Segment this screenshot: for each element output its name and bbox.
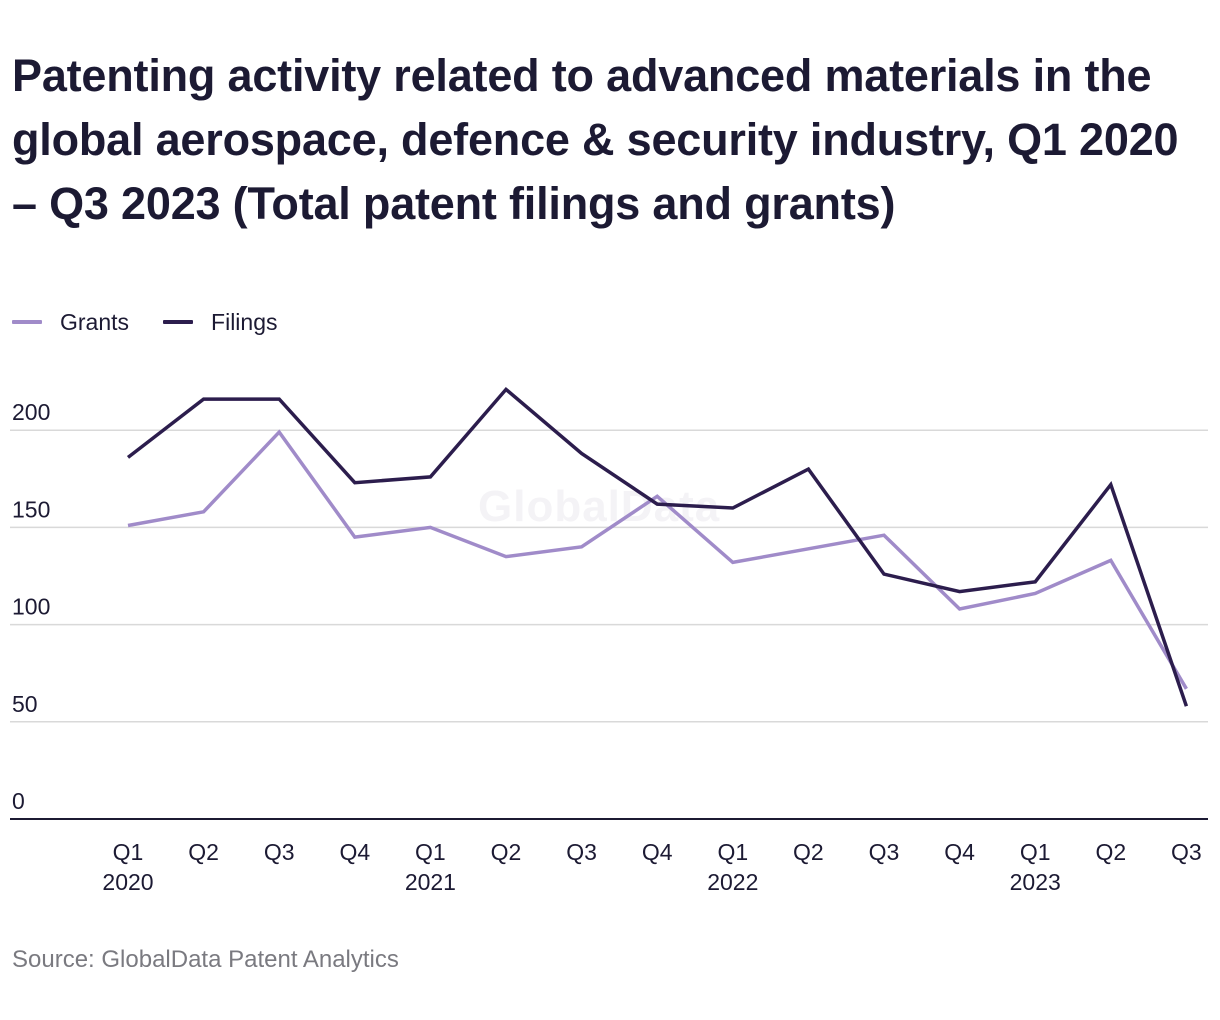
- chart-title: Patenting activity related to advanced m…: [12, 50, 1179, 229]
- legend-label-filings: Filings: [211, 308, 278, 335]
- y-tick-label-0: 0: [12, 788, 25, 814]
- data-point-filings-8[interactable]: [727, 502, 739, 514]
- data-point-filings-7[interactable]: [651, 498, 663, 510]
- data-point-grants-3[interactable]: [349, 531, 361, 543]
- data-point-grants-12[interactable]: [1029, 587, 1041, 599]
- y-tick-label-50: 50: [12, 691, 38, 717]
- x-year-label-2022: 2022: [707, 869, 758, 895]
- x-year-label-2020: 2020: [102, 869, 153, 895]
- series-line-filings[interactable]: [126, 386, 1189, 707]
- data-point-filings-12[interactable]: [1029, 576, 1041, 588]
- data-point-filings-4[interactable]: [424, 471, 436, 483]
- data-point-grants-11[interactable]: [954, 603, 966, 615]
- data-point-filings-3[interactable]: [349, 477, 361, 489]
- data-point-grants-6[interactable]: [576, 541, 588, 553]
- data-point-grants-8[interactable]: [727, 556, 739, 568]
- legend-label-grants: Grants: [60, 308, 130, 335]
- data-point-filings-10[interactable]: [878, 568, 890, 580]
- legend-item-filings[interactable]: Filings: [163, 308, 278, 336]
- data-point-filings-0[interactable]: [122, 451, 134, 463]
- x-tick-label-9: Q2: [793, 839, 824, 865]
- data-point-grants-10[interactable]: [878, 529, 890, 541]
- data-point-filings-5[interactable]: [500, 383, 512, 395]
- x-year-label-2023: 2023: [1010, 869, 1061, 895]
- data-point-filings-1[interactable]: [198, 393, 210, 405]
- x-tick-label-2: Q3: [264, 839, 295, 865]
- series-line-grants[interactable]: [127, 429, 1188, 690]
- x-tick-label-6: Q3: [566, 839, 597, 865]
- legend-swatch-filings: [163, 320, 194, 324]
- data-point-filings-14[interactable]: [1180, 700, 1192, 712]
- y-tick-label-150: 150: [12, 496, 50, 522]
- x-tick-label-7: Q4: [642, 839, 673, 865]
- data-point-filings-9[interactable]: [802, 463, 814, 475]
- x-tick-label-0: Q1: [113, 839, 144, 865]
- x-tick-label-10: Q3: [869, 839, 900, 865]
- data-point-grants-2[interactable]: [273, 426, 285, 438]
- x-axis-tick-labels: Q1 2020 Q2 Q3 Q4 Q1 2021 Q2 Q3 Q4 Q1 2022 Q2 Q3 Q4 Q1 20…: [102, 839, 1201, 895]
- series-lines: [122, 383, 1192, 712]
- data-point-grants-1[interactable]: [198, 506, 210, 518]
- data-point-grants-13[interactable]: [1105, 554, 1117, 566]
- legend: Grants Filings: [12, 306, 278, 338]
- data-point-filings-11[interactable]: [954, 586, 966, 598]
- source-note: Source: GlobalData Patent Analytics: [12, 946, 399, 973]
- legend-swatch-grants: [12, 320, 42, 324]
- data-point-grants-9[interactable]: [802, 543, 814, 555]
- x-tick-label-1: Q2: [188, 839, 219, 865]
- data-point-filings-6[interactable]: [576, 448, 588, 460]
- x-tick-label-14: Q3: [1171, 839, 1202, 865]
- x-tick-label-3: Q4: [339, 839, 370, 865]
- data-point-grants-5[interactable]: [500, 551, 512, 563]
- x-tick-label-13: Q2: [1095, 839, 1126, 865]
- x-tick-label-12: Q1: [1020, 839, 1051, 865]
- x-tick-label-4: Q1: [415, 839, 446, 865]
- x-tick-label-11: Q4: [944, 839, 975, 865]
- data-point-filings-13[interactable]: [1105, 479, 1117, 491]
- x-tick-label-5: Q2: [491, 839, 522, 865]
- legend-item-grants[interactable]: Grants: [12, 309, 129, 336]
- y-tick-label-200: 200: [12, 399, 50, 425]
- x-year-label-2021: 2021: [405, 869, 456, 895]
- line-chart: 0 50 100 150 200 Q1 2020 Q2 Q3 Q4 Q1 2021 Q2 Q3 Q4 Q1 2…: [10, 383, 1208, 895]
- x-tick-label-8: Q1: [717, 839, 748, 865]
- data-point-filings-2[interactable]: [273, 393, 285, 405]
- y-tick-label-100: 100: [12, 594, 50, 620]
- data-point-grants-0[interactable]: [122, 519, 134, 531]
- data-point-grants-4[interactable]: [424, 521, 436, 533]
- y-axis-tick-labels: 0 50 100 150 200: [12, 399, 50, 814]
